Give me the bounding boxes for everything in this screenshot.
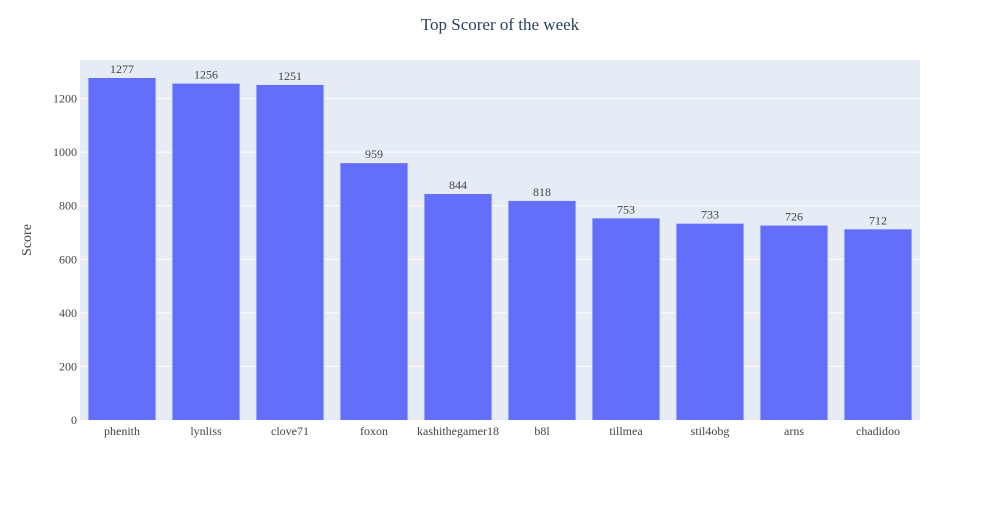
y-tick-label: 400 — [59, 306, 77, 320]
bar-value-labels: 1277 1256 1251 959 844 818 753 733 726 712 — [110, 62, 887, 227]
y-axis-title: Score — [20, 224, 35, 256]
x-tick-label: kashithegamer18 — [417, 424, 499, 438]
bar-phenith — [88, 77, 156, 421]
bar-kashithegamer18 — [424, 193, 492, 420]
bars — [88, 77, 912, 421]
y-tick-label: 0 — [71, 413, 77, 427]
bar-value-label: 818 — [533, 185, 551, 199]
x-tick-label: phenith — [104, 424, 140, 438]
y-tick-label: 600 — [59, 252, 77, 266]
bar-stil4obg — [676, 223, 744, 420]
y-tick-label: 800 — [59, 199, 77, 213]
bar-value-label: 1256 — [194, 68, 218, 82]
y-tick-label: 1200 — [53, 92, 77, 106]
x-tick-label: clove71 — [271, 424, 309, 438]
y-axis-ticks: 0 200 400 600 800 1000 1200 — [53, 92, 77, 427]
bar-value-label: 959 — [365, 147, 383, 161]
bar-b8l — [508, 200, 576, 420]
x-tick-label: lynliss — [190, 424, 222, 438]
bar-value-label: 712 — [869, 213, 887, 227]
bar-tillmea — [592, 218, 660, 420]
y-tick-label: 1000 — [53, 145, 77, 159]
bar-value-label: 733 — [701, 208, 719, 222]
bar-clove71 — [256, 84, 324, 420]
x-axis-ticks: phenith lynliss clove71 foxon kashithegamer1… — [104, 424, 900, 438]
chart-title: Top Scorer of the week — [421, 15, 580, 34]
bar-value-label: 844 — [449, 178, 467, 192]
bar-value-label: 726 — [785, 210, 803, 224]
x-tick-label: chadidoo — [856, 424, 900, 438]
bar-arns — [760, 225, 828, 420]
bar-value-label: 753 — [617, 202, 635, 216]
bar-value-label: 1277 — [110, 62, 134, 76]
bar-chadidoo — [844, 229, 912, 420]
x-tick-label: tillmea — [609, 424, 643, 438]
bar-lynliss — [172, 83, 240, 420]
bar-foxon — [340, 163, 408, 421]
x-tick-label: b8l — [534, 424, 550, 438]
x-tick-label: stil4obg — [691, 424, 730, 438]
y-tick-label: 200 — [59, 359, 77, 373]
x-tick-label: foxon — [360, 424, 388, 438]
bar-value-label: 1251 — [278, 69, 302, 83]
x-tick-label: arns — [784, 424, 804, 438]
